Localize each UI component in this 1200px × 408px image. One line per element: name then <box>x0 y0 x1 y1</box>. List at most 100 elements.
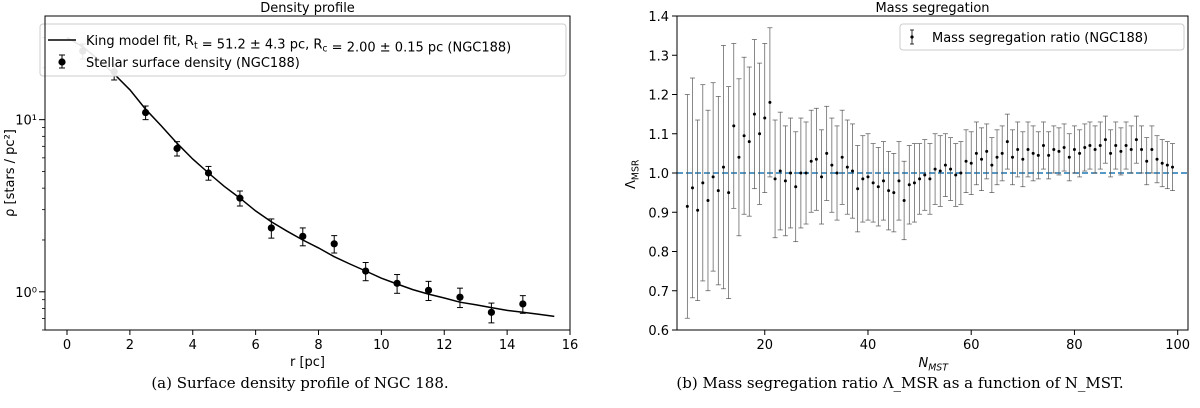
msr-point <box>928 177 932 181</box>
x-tick-label: 16 <box>562 338 579 353</box>
king-model-fit-line <box>66 36 555 318</box>
msr-point <box>727 191 731 195</box>
msr-point <box>1062 145 1066 149</box>
msr-point <box>933 167 937 171</box>
density-point <box>267 224 275 232</box>
msr-point <box>768 100 772 104</box>
msr-point <box>969 161 973 165</box>
caption-b: (b) Mass segregation ratio Λ_MSR as a fu… <box>676 374 1124 392</box>
x-tick-label: 14 <box>499 338 516 353</box>
msr-point <box>789 171 793 175</box>
legend-fit-label: King model fit, Rt = 51.2 ± 4.3 pc, Rc =… <box>86 34 511 56</box>
msr-point <box>949 167 953 171</box>
x-tick-label: 20 <box>756 338 773 353</box>
msr-point <box>1067 155 1071 159</box>
msr-point <box>752 112 756 116</box>
msr-point <box>1160 161 1164 165</box>
density-point <box>330 240 338 248</box>
density-point <box>299 232 307 240</box>
msr-point <box>938 169 942 173</box>
msr-point <box>1057 149 1061 153</box>
density-point <box>519 300 527 308</box>
msr-point <box>1093 147 1097 151</box>
msr-point <box>747 140 751 144</box>
msr-point <box>1119 149 1123 153</box>
msr-point <box>881 179 885 183</box>
x-tick-label: 60 <box>963 338 980 353</box>
msr-point <box>1016 147 1020 151</box>
msr-point <box>907 183 911 187</box>
msr-point <box>1171 165 1175 169</box>
msr-point <box>1005 140 1009 144</box>
msr-point <box>690 186 694 190</box>
msr-point <box>974 151 978 155</box>
msr-point <box>716 189 720 193</box>
x-tick-label: 6 <box>251 338 259 353</box>
chart-mass-segregation: Mass segregation 20 40 60 80 100 0.6 0.7 0.8 0.9 1… <box>624 1 1190 373</box>
density-point <box>456 293 464 301</box>
density-point <box>236 194 244 202</box>
msr-point <box>758 132 762 136</box>
msr-point <box>887 189 891 193</box>
x-tick-label: 8 <box>314 338 322 353</box>
msr-point <box>980 157 984 161</box>
plot-area <box>677 27 1188 319</box>
msr-point <box>1047 153 1051 157</box>
msr-point <box>990 163 994 167</box>
msr-point <box>1140 147 1144 151</box>
x-tick-label: 12 <box>436 338 453 353</box>
y-axis-label: ΛMSR <box>624 159 641 189</box>
x-tick-label: 0 <box>63 338 71 353</box>
y-tick-label: 10¹ <box>15 114 37 129</box>
msr-point <box>876 185 880 189</box>
msr-point <box>1150 147 1154 151</box>
axes-frame <box>676 15 1189 331</box>
msr-point <box>964 159 968 163</box>
msr-point <box>1145 159 1149 163</box>
msr-point <box>773 177 777 181</box>
density-point <box>173 144 181 153</box>
chart-title: Mass segregation <box>875 1 989 16</box>
msr-point <box>830 163 834 167</box>
msr-point <box>804 171 808 175</box>
x-tick-label: 80 <box>1066 338 1083 353</box>
msr-point <box>985 149 989 153</box>
density-point <box>204 169 213 177</box>
msr-point <box>902 198 906 202</box>
msr-point <box>783 179 787 183</box>
msr-point <box>701 181 705 185</box>
msr-point <box>1103 138 1107 142</box>
msr-point <box>1021 157 1025 161</box>
y-tick-label: 1.4 <box>648 10 669 25</box>
msr-point <box>732 124 736 128</box>
y-tick-label: 1.1 <box>648 128 669 143</box>
msr-point <box>871 181 875 185</box>
msr-point <box>1072 147 1076 151</box>
legend-points-label: Stellar surface density (NGC188) <box>86 56 300 71</box>
msr-point <box>912 181 916 185</box>
msr-point <box>820 175 824 179</box>
x-tick-label: 4 <box>189 338 197 353</box>
legend-density: King model fit, Rt = 51.2 ± 4.3 pc, Rc =… <box>39 23 567 77</box>
msr-point <box>954 173 958 177</box>
msr-point <box>1083 145 1087 149</box>
y-tick-label: 0.8 <box>648 246 669 261</box>
y-tick-label: 10⁰ <box>15 286 37 301</box>
msr-point <box>1026 147 1030 151</box>
msr-point <box>1134 138 1138 142</box>
msr-point <box>711 175 715 179</box>
density-point <box>487 308 496 316</box>
msr-point <box>943 163 947 167</box>
msr-point <box>1124 144 1128 148</box>
msr-point <box>1000 151 1004 155</box>
y-tick-label: 1.2 <box>648 89 669 104</box>
msr-point <box>959 171 963 175</box>
msr-point <box>742 134 746 138</box>
y-tick-label: 0.9 <box>648 206 669 221</box>
msr-point <box>1041 144 1045 148</box>
msr-point <box>737 155 741 159</box>
msr-point <box>835 171 839 175</box>
legend-box <box>899 23 1185 51</box>
legend-box <box>39 23 567 77</box>
